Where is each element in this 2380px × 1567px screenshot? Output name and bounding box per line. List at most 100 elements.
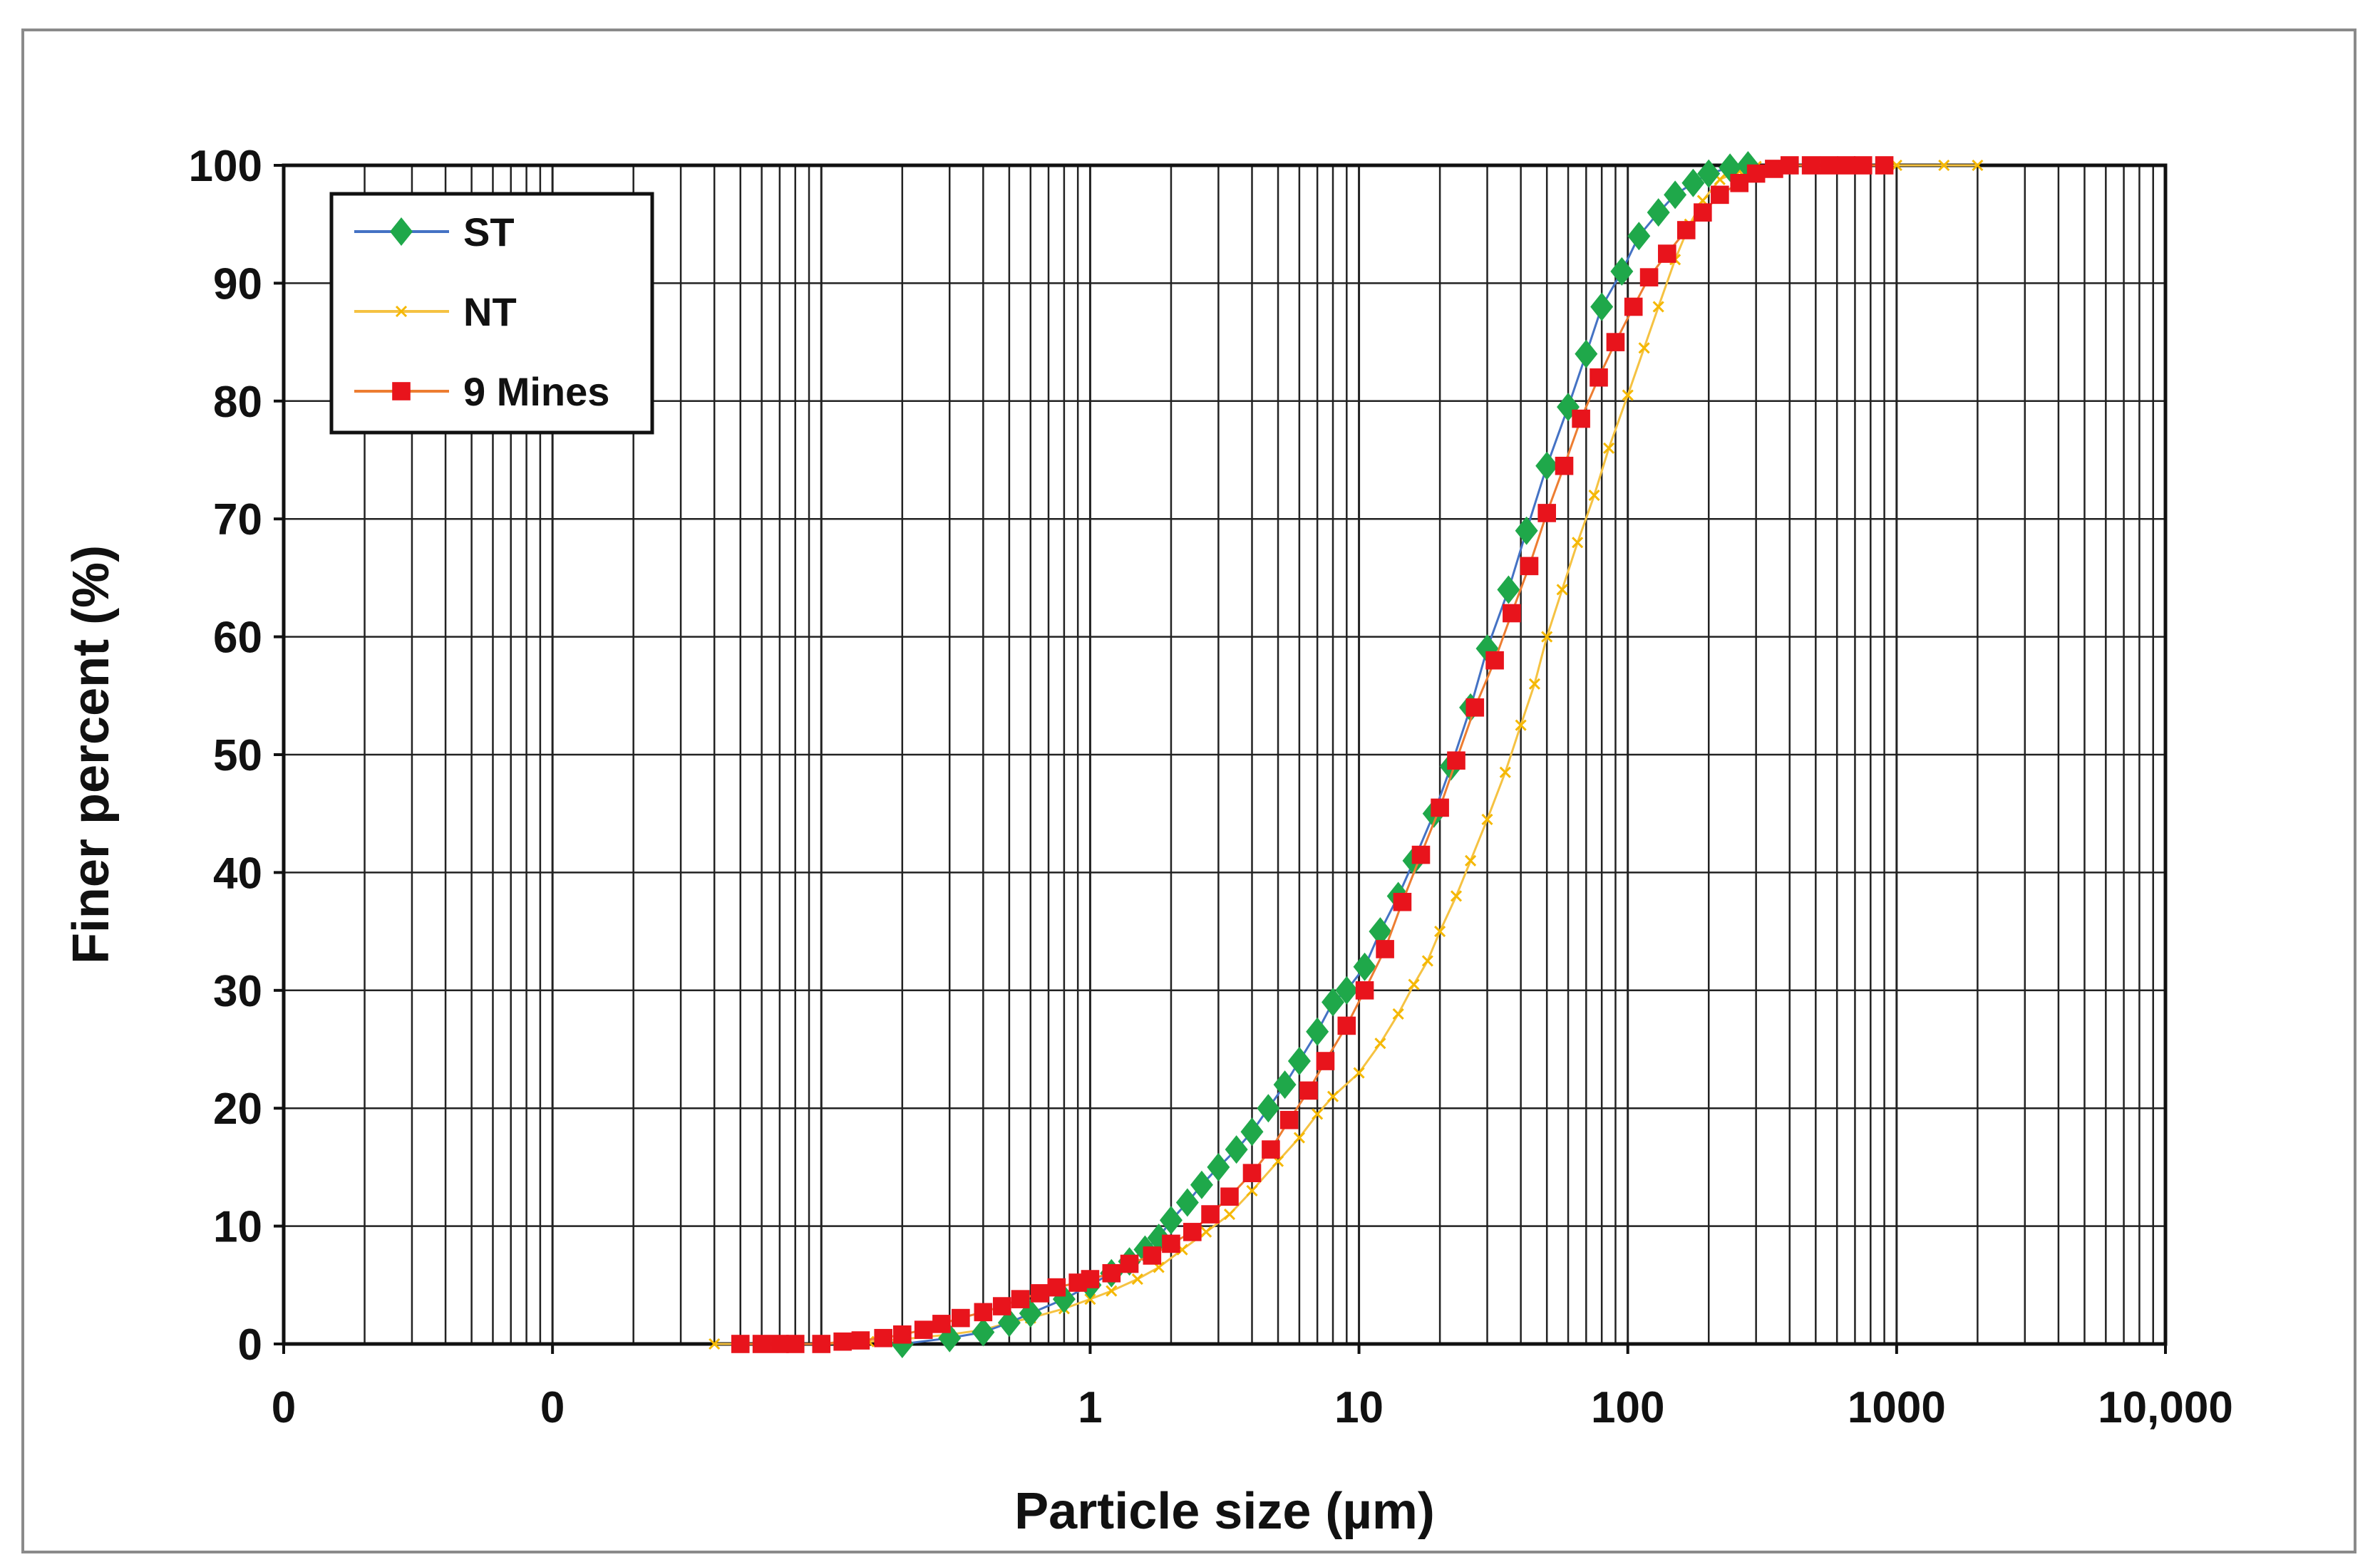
data-point-nt [1603,442,1615,455]
y-tick-label: 70 [213,495,262,544]
data-point-9-mines [974,1303,993,1322]
data-point-nt [1106,1285,1118,1297]
data-point-9-mines [1120,1254,1139,1273]
data-point-9-mines [1555,456,1574,475]
data-point-9-mines [1590,368,1608,387]
data-point-9-mines [932,1315,951,1333]
legend-marker-9-mines [392,382,411,400]
data-point-9-mines [1820,156,1838,175]
data-point-nt [1572,537,1584,549]
data-point-st [1610,257,1634,286]
data-point-9-mines [1485,651,1504,670]
data-point-9-mines [1431,798,1449,817]
y-tick-label: 50 [213,731,262,780]
data-point-9-mines [914,1320,933,1339]
data-point-9-mines [893,1325,912,1344]
data-point-9-mines [1624,297,1643,316]
legend-label-9-mines: 9 Mines [463,369,609,414]
data-point-nt [1293,1132,1305,1144]
data-point-9-mines [1143,1246,1162,1265]
y-tick-label: 60 [213,614,262,663]
data-point-9-mines [1780,156,1799,175]
data-point-nt [1374,1038,1386,1050]
data-point-st [1273,1070,1297,1100]
data-point-st [1697,159,1721,188]
data-point-nt [1421,955,1433,967]
data-point-nt [1408,978,1420,991]
data-point-st [1257,1094,1280,1123]
data-point-9-mines [1299,1081,1318,1100]
data-point-9-mines [1183,1223,1202,1241]
x-axis-title: Particle size (µm) [1014,1483,1435,1540]
data-point-9-mines [752,1335,771,1353]
data-point-st [1369,917,1392,946]
y-tick-label: 20 [213,1085,262,1134]
data-point-9-mines [1162,1234,1180,1253]
series-layer [709,151,1984,1358]
data-point-nt [1938,159,1950,172]
legend-marker-st [390,217,413,246]
data-point-9-mines [874,1328,892,1348]
legend-label-nt: NT [463,289,517,334]
data-point-st [1647,198,1670,227]
data-point-9-mines [1520,557,1539,576]
data-point-st [1664,180,1687,210]
data-point-nt [1392,1008,1404,1020]
data-point-nt [1541,631,1553,643]
data-point-nt [1481,813,1493,826]
data-point-9-mines [1337,1016,1356,1035]
data-point-nt [1131,1273,1143,1286]
data-point-9-mines [992,1297,1011,1315]
data-point-9-mines [771,1335,789,1353]
data-point-st [1190,1170,1213,1199]
legend-item-nt: NT [354,289,517,334]
data-point-st [1535,451,1559,480]
data-point-nt [1312,1108,1324,1120]
data-point-st [1575,339,1598,368]
data-point-9-mines [952,1308,970,1328]
data-point-st [1497,575,1520,604]
y-tick-label: 30 [213,967,262,1016]
data-point-9-mines [1765,160,1783,178]
data-point-st [1353,952,1376,981]
data-point-st [1207,1152,1230,1181]
data-point-nt [1450,890,1463,902]
series-9-mines [731,156,1894,1353]
data-point-nt [709,1338,721,1350]
data-point-9-mines [1081,1270,1100,1288]
x-axis-ticks: 0 0 1 10 100 1000 10,000 [272,1344,2233,1432]
data-point-9-mines [1031,1284,1049,1303]
x-tick-label: 0 [540,1383,565,1432]
data-point-9-mines [1746,164,1766,183]
y-tick-label: 90 [213,259,262,309]
y-axis-title: Finer percent (%) [63,545,120,964]
data-point-nt [1622,389,1634,401]
data-point-st [1240,1117,1264,1147]
x-tick-label: 10,000 [2098,1383,2233,1432]
legend-item-st: ST [354,210,515,254]
data-point-9-mines [1393,892,1412,911]
data-point-nt [1972,159,1984,172]
y-tick-label: 40 [213,849,262,898]
data-point-9-mines [1376,940,1394,958]
data-point-nt [1499,766,1511,778]
data-point-st [1159,1206,1183,1235]
x-tick-label: 1 [1078,1383,1102,1432]
data-point-9-mines [1262,1140,1280,1159]
data-point-nt [1556,584,1568,596]
legend-marker-nt [395,305,408,318]
data-point-st [997,1308,1021,1338]
data-point-9-mines [785,1335,805,1353]
data-point-9-mines [833,1332,852,1351]
y-tick-label: 10 [213,1203,262,1252]
data-point-9-mines [1606,333,1625,351]
legend-item-9-mines: 9 Mines [354,369,609,414]
data-point-9-mines [1447,751,1465,770]
data-point-9-mines [1011,1290,1030,1308]
y-tick-label: 0 [238,1320,262,1370]
data-point-st [1225,1135,1248,1164]
data-point-9-mines [1537,504,1556,522]
data-point-nt [1652,301,1664,313]
data-point-9-mines [1411,845,1431,864]
data-point-nt [1223,1208,1236,1221]
